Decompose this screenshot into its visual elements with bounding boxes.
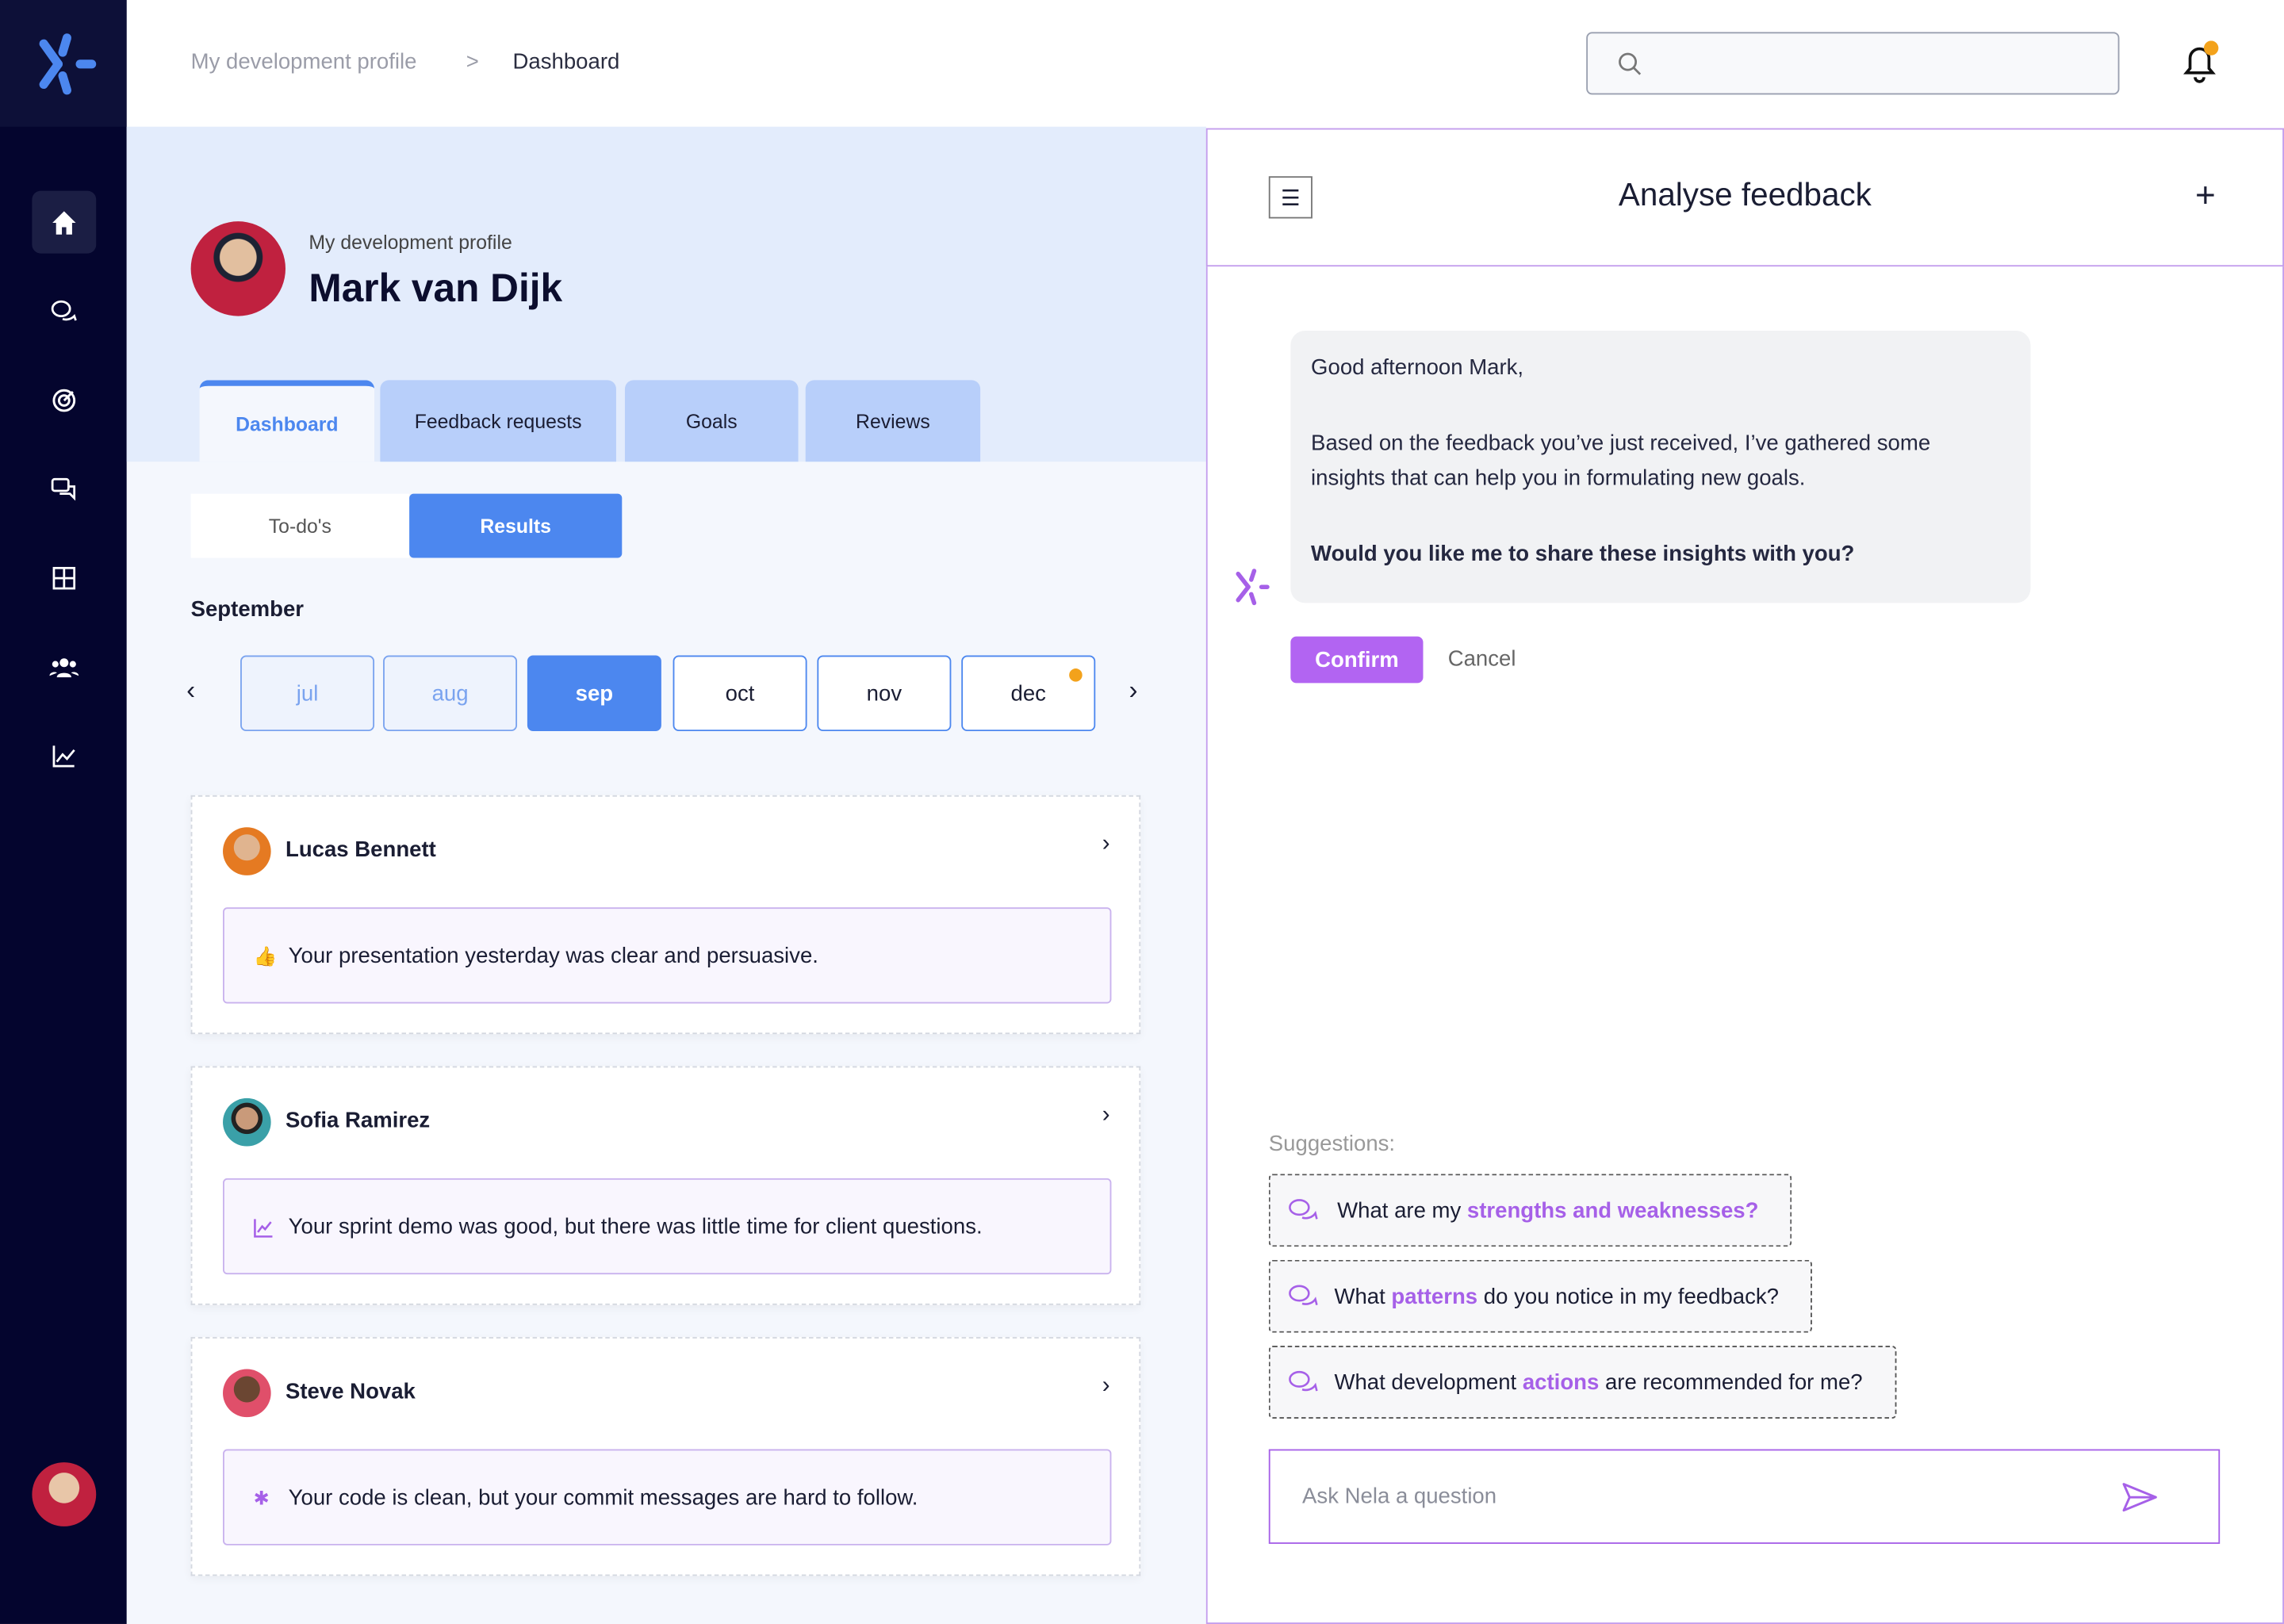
month-jul[interactable]: jul [240, 655, 375, 732]
menu-icon: ☰ [1280, 186, 1301, 211]
send-icon[interactable] [2121, 1481, 2159, 1513]
feedback-message: Your presentation yesterday was clear an… [288, 943, 818, 968]
sidebar-item-team[interactable] [32, 635, 96, 698]
nela-avatar-icon [1236, 569, 1270, 606]
ask-placeholder: Ask Nela a question [1302, 1484, 1497, 1509]
feedback-message: Your sprint demo was good, but there was… [288, 1213, 983, 1239]
suggestions-label: Suggestions: [1268, 1132, 1396, 1157]
month-sep[interactable]: sep [527, 655, 661, 732]
chevron-right-icon[interactable]: › [1102, 1373, 1110, 1399]
profile-avatar [190, 221, 286, 316]
avatar [223, 827, 271, 875]
prev-month-button[interactable]: ‹ [186, 676, 196, 705]
chat-bubbles-icon [1289, 1370, 1318, 1392]
sidebar [0, 0, 127, 1624]
ask-input[interactable]: Ask Nela a question [1268, 1449, 2221, 1544]
suggestion-text: What development [1334, 1369, 1523, 1395]
sidebar-item-conversations[interactable] [32, 280, 96, 343]
sidebar-item-goals[interactable] [32, 369, 96, 431]
sender-name: Sofia Ramirez [286, 1108, 431, 1133]
chart-icon [52, 745, 75, 767]
feedback-card[interactable]: Sofia Ramirez › Your sprint demo was goo… [190, 1066, 1141, 1305]
assistant-title: Analyse feedback [1618, 176, 1872, 213]
month-aug[interactable]: aug [383, 655, 518, 732]
sidebar-item-home[interactable] [32, 190, 97, 254]
suggestion-highlight: actions [1522, 1369, 1600, 1395]
next-month-button[interactable]: › [1129, 676, 1138, 705]
breadcrumb-current: Dashboard [512, 49, 620, 75]
chevron-right-icon[interactable]: › [1102, 831, 1110, 857]
user-avatar[interactable] [32, 1462, 97, 1526]
message-body: Based on the feedback you’ve just receiv… [1311, 431, 1931, 491]
assistant-message: Good afternoon Mark, Based on the feedba… [1290, 330, 2031, 603]
avatar [223, 1369, 271, 1418]
suggestion-text: What [1334, 1284, 1392, 1309]
team-icon [49, 657, 79, 677]
month-dec[interactable]: dec [961, 655, 1096, 732]
feedback-card[interactable]: Lucas Bennett › 👍 Your presentation yeste… [190, 795, 1141, 1035]
search-icon [1619, 52, 1642, 75]
sender-name: Lucas Bennett [286, 837, 436, 863]
suggestion-text: What are my [1337, 1197, 1467, 1223]
segment-results[interactable]: Results [409, 493, 623, 558]
logo[interactable] [0, 0, 127, 127]
profile-name: Mark van Dijk [308, 266, 563, 311]
target-icon [52, 388, 76, 412]
tab-dashboard[interactable]: Dashboard [199, 380, 375, 462]
suggestion-text: are recommended for me? [1599, 1369, 1863, 1395]
suggestion-text: do you notice in my feedback? [1477, 1284, 1779, 1309]
search-input[interactable] [1586, 32, 2120, 95]
suggestion-chip[interactable]: What are my strengths and weaknesses? [1268, 1174, 1792, 1247]
segment-todos[interactable]: To-do's [190, 493, 410, 558]
chat-bubbles-icon [1289, 1199, 1318, 1220]
chat-bubbles-icon [51, 299, 77, 320]
sidebar-item-overview[interactable] [32, 546, 96, 609]
logo-icon [39, 33, 97, 95]
tab-goals[interactable]: Goals [624, 380, 799, 462]
bell-icon [2183, 40, 2219, 83]
month-heading: September [190, 597, 305, 622]
feedback-message: Your code is clean, but your commit mess… [288, 1484, 918, 1510]
suggestion-highlight: patterns [1391, 1284, 1478, 1309]
new-chat-button[interactable]: + [2195, 176, 2216, 216]
chart-line-icon [254, 1180, 274, 1276]
chat-bubbles-icon [1289, 1285, 1318, 1306]
home-icon [52, 210, 76, 234]
assistant-header [1205, 128, 2284, 267]
nela-icon: ✱ [253, 1487, 270, 1509]
notifications-button[interactable] [2179, 40, 2220, 91]
suggestion-chip[interactable]: What patterns do you notice in my feedba… [1268, 1259, 1813, 1333]
chevron-right-icon[interactable]: › [1102, 1102, 1110, 1128]
tab-reviews[interactable]: Reviews [805, 380, 981, 462]
suggestion-chip[interactable]: What development actions are recommended… [1268, 1346, 1896, 1419]
month-nov[interactable]: nov [817, 655, 952, 732]
profile-subtitle: My development profile [308, 232, 512, 254]
greeting: Good afternoon Mark, [1311, 355, 1524, 381]
suggestion-highlight: strengths and weaknesses? [1466, 1197, 1759, 1223]
confirm-button[interactable]: Confirm [1290, 636, 1424, 684]
avatar [223, 1097, 271, 1147]
grid-icon [52, 566, 76, 589]
feedback-card[interactable]: Steve Novak › ✱ Your code is clean, but y… [190, 1337, 1141, 1576]
thumbs-up-icon: 👍 [253, 945, 278, 967]
tab-feedback-requests[interactable]: Feedback requests [380, 380, 616, 462]
month-oct[interactable]: oct [673, 655, 807, 732]
sidebar-item-feedback[interactable] [32, 458, 96, 520]
menu-button[interactable]: ☰ [1268, 176, 1313, 219]
cancel-button[interactable]: Cancel [1447, 646, 1516, 672]
breadcrumb-separator: > [466, 49, 479, 75]
sidebar-item-analytics[interactable] [32, 724, 96, 787]
feedback-chat-icon [51, 477, 76, 500]
plus-icon: + [2194, 176, 2216, 216]
breadcrumb-parent[interactable]: My development profile [190, 49, 417, 75]
message-question: Would you like me to share these insight… [1311, 542, 1855, 567]
sender-name: Steve Novak [286, 1379, 416, 1404]
new-badge [1069, 668, 1083, 682]
month-label: dec [1010, 680, 1046, 706]
